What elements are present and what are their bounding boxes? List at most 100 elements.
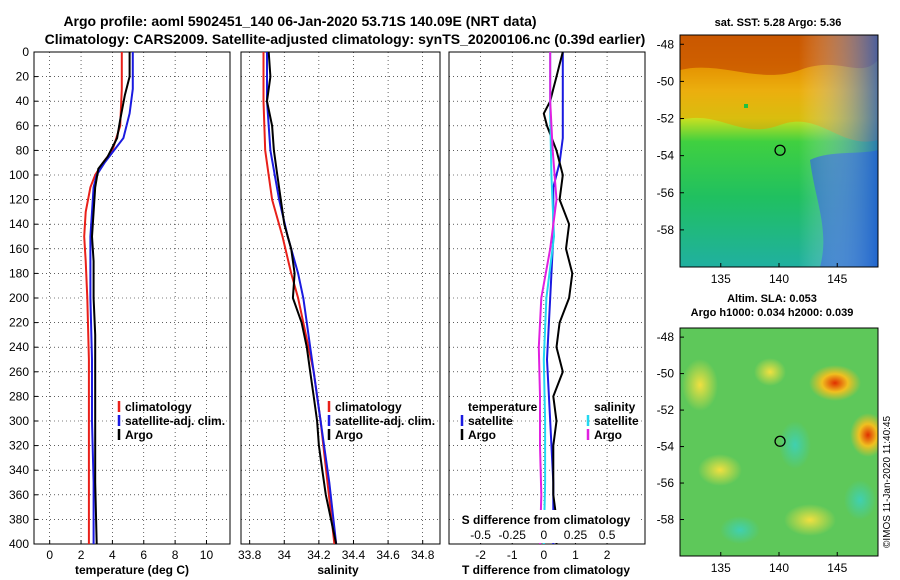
x-tick-label: 8 (172, 548, 179, 562)
s-difference-ticks: -0.5 -0.25 0 0.25 0.5 (470, 528, 615, 542)
x-tick-label: 34.6 (376, 548, 400, 562)
t-difference-x-label: T difference from climatology (462, 563, 630, 577)
x-tick-label: 1 (572, 548, 579, 562)
y-tick-label: 0 (22, 45, 29, 59)
y-tick-label: 260 (9, 365, 29, 379)
map-x-tick-label: 140 (769, 272, 789, 286)
salinity-x-label: salinity (317, 563, 359, 577)
map-y-tick-label: -54 (657, 440, 675, 454)
series-line-argo (90, 52, 131, 545)
legend-label-s-argo: Argo (594, 428, 622, 442)
salinity-series (262, 51, 338, 545)
sla-profile-location-marker (774, 435, 786, 447)
temperature-x-label: temperature (deg C) (75, 563, 189, 577)
legend-label-s-satellite: satellite (594, 414, 639, 428)
s-tick-label: -0.25 (499, 528, 527, 542)
map-y-tick-label: -52 (657, 112, 675, 126)
series-line-s-argo (537, 52, 558, 545)
sst-map-ticks: 135 140 145 -48 -50 -52 -54 -56 -58 (657, 37, 848, 286)
legend-label-satellite: satellite-adj. clim. (125, 414, 225, 428)
map-y-tick-label: -48 (657, 330, 675, 344)
x-tick-label: 4 (109, 548, 116, 562)
legend-label-t-satellite: satellite (468, 414, 513, 428)
sst-pixel (744, 104, 748, 108)
title-line-2: Climatology: CARS2009. Satellite-adjuste… (45, 31, 646, 47)
temperature-y-ticks: 0 20 40 60 80 100 120 140 160 180 200 220 240 260 280 3… (9, 45, 38, 551)
x-tick-label: 6 (140, 548, 147, 562)
y-tick-label: 220 (9, 316, 29, 330)
sst-map-panel: sat. SST: 5.28 Argo: 5.36 135 140 145 -48 -5… (657, 17, 879, 286)
map-x-tick-label: 135 (711, 272, 731, 286)
x-tick-label: 34.8 (411, 548, 435, 562)
sla-yellow-blob (754, 358, 786, 386)
y-tick-label: 340 (9, 463, 29, 477)
y-tick-label: 380 (9, 512, 29, 526)
sla-yellow-blob (682, 359, 718, 411)
sst-map-title: sat. SST: 5.28 Argo: 5.36 (715, 17, 842, 29)
legend-label-argo: Argo (335, 428, 363, 442)
x-tick-label: -1 (507, 548, 518, 562)
y-tick-label: 20 (16, 70, 30, 84)
y-tick-label: 200 (9, 291, 29, 305)
sla-map-title-2: Argo h1000: 0.034 h2000: 0.039 (691, 307, 854, 319)
difference-panel: -2 -1 0 1 2 T difference from climatology S … (448, 51, 646, 577)
map-y-tick-label: -56 (657, 186, 675, 200)
map-y-tick-label: -58 (657, 513, 675, 527)
copyright-stamp: ©IMOS 11-Jan-2020 11:40:45 (882, 415, 893, 548)
legend-label-satellite: satellite-adj. clim. (335, 414, 435, 428)
y-tick-label: 40 (16, 94, 30, 108)
x-tick-label: 0 (46, 548, 53, 562)
temperature-plot-area (33, 51, 231, 545)
temperature-grid (34, 52, 230, 544)
title-line-1: Argo profile: aoml 5902451_140 06-Jan-20… (63, 13, 536, 29)
sla-yellow-blob (698, 454, 742, 486)
y-tick-label: 320 (9, 439, 29, 453)
legend-title-temperature: temperature (468, 400, 538, 414)
y-tick-label: 400 (9, 537, 29, 551)
sla-yellow-blob (784, 504, 836, 536)
map-x-tick-label: 145 (827, 561, 847, 575)
series-line-satellite-adj-clim- (266, 52, 338, 545)
sla-low-blob (779, 421, 811, 469)
x-tick-label: 34.2 (307, 548, 331, 562)
y-tick-label: 280 (9, 389, 29, 403)
temperature-x-ticks: 0 2 4 6 8 10 (46, 540, 213, 562)
x-tick-label: 34 (278, 548, 292, 562)
salinity-panel: 33.8 34 34.2 34.4 34.6 34.8 salinity climatol… (238, 51, 441, 577)
s-tick-label: -0.5 (470, 528, 491, 542)
y-tick-label: 100 (9, 168, 29, 182)
y-tick-label: 240 (9, 340, 29, 354)
map-y-tick-label: -56 (657, 476, 675, 490)
s-tick-label: 0 (540, 528, 547, 542)
y-tick-label: 60 (16, 119, 30, 133)
sst-map-image (680, 35, 878, 267)
x-tick-label: 10 (200, 548, 214, 562)
map-y-tick-label: -48 (657, 37, 675, 51)
salinity-x-ticks: 33.8 34 34.2 34.4 34.6 34.8 (238, 540, 435, 562)
difference-legend-salinity: salinity satellite Argo (586, 400, 639, 442)
map-y-tick-label: -50 (657, 367, 675, 381)
sla-map-image (680, 328, 878, 556)
x-tick-label: 33.8 (238, 548, 262, 562)
y-tick-label: 180 (9, 266, 29, 280)
y-tick-label: 300 (9, 414, 29, 428)
x-tick-label: -2 (475, 548, 486, 562)
difference-series (537, 51, 574, 545)
sla-map-panel: Altim. SLA: 0.053 Argo h1000: 0.034 h200… (657, 293, 879, 575)
s-difference-axis-box (455, 510, 639, 543)
legend-label-argo: Argo (125, 428, 153, 442)
legend-label-climatology: climatology (335, 400, 402, 414)
sla-low-blob (720, 516, 760, 544)
legend-title-salinity: salinity (594, 400, 636, 414)
series-line-satellite-adj-clim- (89, 52, 134, 544)
legend-label-climatology: climatology (125, 400, 192, 414)
map-x-tick-label: 140 (769, 561, 789, 575)
sla-map-title-1: Altim. SLA: 0.053 (727, 293, 817, 305)
map-x-tick-label: 135 (711, 561, 731, 575)
temperature-series (83, 52, 134, 545)
legend-label-t-argo: Argo (468, 428, 496, 442)
y-tick-label: 120 (9, 193, 29, 207)
sla-high-blob (850, 413, 878, 457)
difference-legend-temperature: temperature satellite Argo (460, 400, 538, 442)
